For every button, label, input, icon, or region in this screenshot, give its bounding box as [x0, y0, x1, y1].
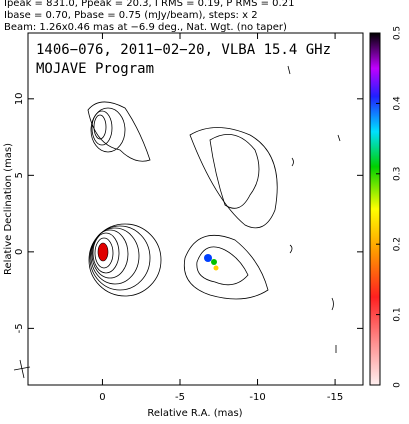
x-axis-label: Relative R.A. (mas) — [147, 408, 242, 419]
x-tick-label: -5 — [175, 392, 185, 403]
y-tick-label: -5 — [14, 323, 25, 333]
y-tick-label: 0 — [14, 249, 25, 255]
plot-frame — [27, 32, 364, 386]
x-tick-label: 0 — [99, 392, 105, 403]
x-tick-label: -10 — [249, 392, 265, 403]
x-tick-label: -15 — [327, 392, 343, 403]
colorbar-tick-label: 0.3 — [393, 167, 403, 181]
y-tick-label: 10 — [14, 92, 25, 105]
colorbar-tick-label: 0.5 — [393, 26, 403, 40]
colorbar-tick-label: 0.2 — [393, 237, 403, 251]
colorbar-tick-label: 0.4 — [393, 96, 403, 111]
chart-title: 1406−076, 2011−02−20, VLBA 15.4 GHz — [36, 42, 331, 58]
y-axis-label: Relative Declination (mas) — [3, 143, 14, 275]
colorbar — [369, 32, 381, 386]
colorbar-tick-label: 0 — [393, 382, 403, 388]
contours — [13, 65, 341, 379]
y-tick-label: 5 — [14, 172, 25, 178]
header-line: Ipeak = 831.0, Ppeak = 20.3, I RMS = 0.1… — [4, 0, 294, 9]
chart-subtitle: MOJAVE Program — [36, 61, 154, 77]
header-line: Beam: 1.26x0.46 mas at −6.9 deg., Nat. W… — [4, 22, 287, 33]
colorbar-tick-label: 0.1 — [393, 307, 403, 321]
header-line: Ibase = 0.70, Pbase = 0.75 (mJy/beam), s… — [4, 10, 258, 21]
